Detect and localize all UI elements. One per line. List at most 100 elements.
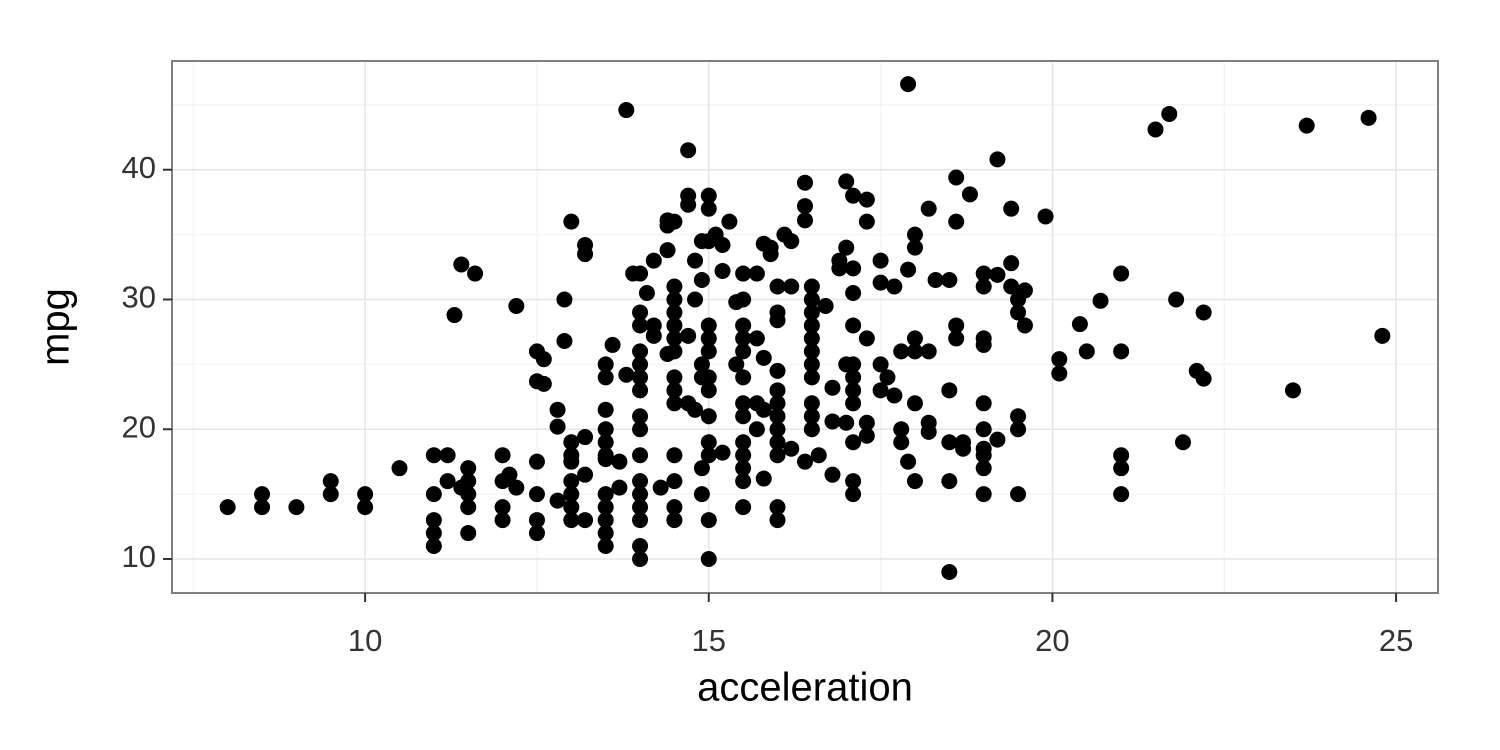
point bbox=[549, 418, 566, 435]
point bbox=[611, 479, 628, 496]
point bbox=[1010, 421, 1027, 438]
point bbox=[632, 408, 649, 425]
point bbox=[1113, 265, 1130, 282]
point bbox=[528, 486, 545, 503]
point bbox=[858, 427, 875, 444]
point bbox=[906, 473, 923, 490]
point bbox=[941, 382, 958, 399]
x-tick-label: 10 bbox=[348, 623, 382, 658]
point bbox=[845, 260, 862, 277]
point bbox=[632, 356, 649, 373]
point bbox=[948, 213, 965, 230]
point bbox=[748, 330, 765, 347]
point bbox=[687, 401, 704, 418]
point bbox=[941, 434, 958, 451]
point bbox=[1374, 327, 1391, 344]
x-tick-label: 15 bbox=[692, 623, 726, 658]
point bbox=[1092, 292, 1109, 309]
point bbox=[762, 246, 779, 263]
point bbox=[1195, 370, 1212, 387]
point bbox=[460, 460, 477, 477]
point bbox=[322, 473, 339, 490]
point bbox=[1168, 291, 1185, 308]
point bbox=[597, 525, 614, 542]
point bbox=[948, 317, 965, 334]
point bbox=[528, 525, 545, 542]
point bbox=[769, 499, 786, 516]
point bbox=[563, 473, 580, 490]
point bbox=[783, 440, 800, 457]
point bbox=[700, 447, 717, 464]
point bbox=[693, 486, 710, 503]
point bbox=[989, 431, 1006, 448]
point bbox=[927, 272, 944, 289]
point bbox=[652, 479, 669, 496]
point bbox=[425, 486, 442, 503]
point bbox=[1161, 105, 1178, 122]
point bbox=[803, 421, 820, 438]
point bbox=[597, 356, 614, 373]
point bbox=[735, 343, 752, 360]
point bbox=[632, 512, 649, 529]
point bbox=[632, 473, 649, 490]
point bbox=[755, 349, 772, 366]
point bbox=[975, 486, 992, 503]
point bbox=[700, 408, 717, 425]
point bbox=[666, 213, 683, 230]
point bbox=[975, 460, 992, 477]
point bbox=[597, 421, 614, 438]
panel-border bbox=[171, 60, 1439, 594]
point bbox=[858, 414, 875, 431]
point bbox=[1113, 460, 1130, 477]
y-tick-label: 40 bbox=[122, 150, 156, 185]
point bbox=[618, 102, 635, 119]
axes: 10 15 20 25 10 20 30 40 bbox=[122, 150, 1414, 658]
point bbox=[975, 265, 992, 282]
point bbox=[632, 317, 649, 334]
point bbox=[666, 447, 683, 464]
point bbox=[666, 473, 683, 490]
point bbox=[735, 265, 752, 282]
point bbox=[659, 242, 676, 259]
point bbox=[735, 291, 752, 308]
point bbox=[563, 499, 580, 516]
point bbox=[700, 187, 717, 204]
point bbox=[858, 213, 875, 230]
point bbox=[687, 252, 704, 269]
point bbox=[494, 499, 511, 516]
point bbox=[845, 317, 862, 334]
point bbox=[748, 421, 765, 438]
point bbox=[508, 297, 525, 314]
point bbox=[1071, 316, 1088, 333]
point bbox=[632, 265, 649, 282]
point bbox=[666, 512, 683, 529]
point bbox=[1010, 304, 1027, 321]
point bbox=[886, 278, 903, 295]
point bbox=[824, 413, 841, 430]
point bbox=[906, 239, 923, 256]
point bbox=[735, 330, 752, 347]
point bbox=[700, 434, 717, 451]
point bbox=[446, 307, 463, 324]
point bbox=[632, 499, 649, 516]
point bbox=[632, 421, 649, 438]
point bbox=[1147, 121, 1164, 138]
point bbox=[549, 492, 566, 509]
y-tick-label: 30 bbox=[122, 280, 156, 315]
point bbox=[425, 447, 442, 464]
point bbox=[735, 369, 752, 386]
point bbox=[1284, 382, 1301, 399]
point bbox=[693, 356, 710, 373]
point bbox=[955, 440, 972, 457]
point bbox=[906, 395, 923, 412]
point bbox=[494, 512, 511, 529]
point bbox=[769, 382, 786, 399]
point bbox=[941, 272, 958, 289]
point bbox=[769, 434, 786, 451]
point bbox=[597, 369, 614, 386]
point bbox=[948, 169, 965, 186]
point bbox=[975, 447, 992, 464]
point bbox=[755, 470, 772, 487]
point bbox=[838, 239, 855, 256]
point bbox=[845, 473, 862, 490]
